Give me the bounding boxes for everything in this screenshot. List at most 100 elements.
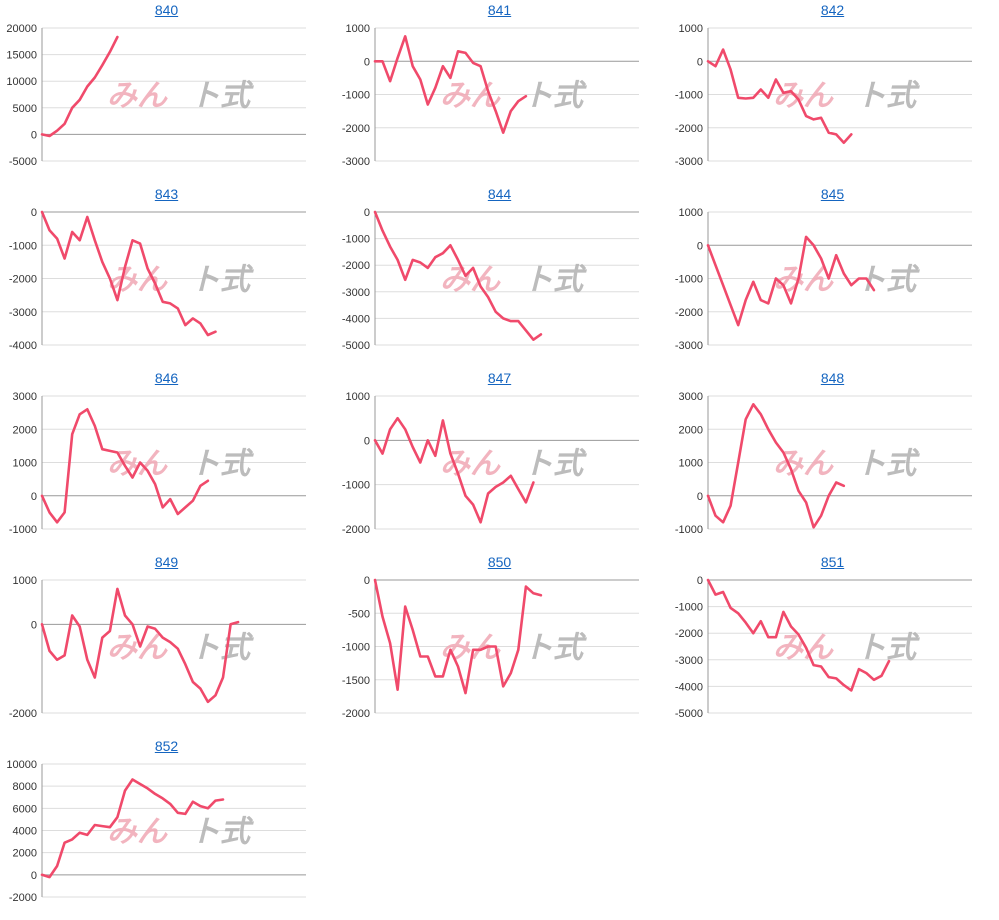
watermark-right: ト式 [523,631,587,666]
chart-848: 848 3000 2000 1000 0 -1000 みん ト式 [666,368,999,552]
y-tick-label: 0 [697,56,703,68]
y-tick-label: -2000 [9,274,37,286]
chart-850: 850 0 -500 -1000 -1500 -2000 みん ト式 [333,552,666,736]
watermark-left: みん [440,263,501,298]
y-tick-label: 15000 [6,50,37,62]
watermark-right: ト式 [190,447,254,482]
watermark-right: ト式 [523,79,587,114]
chart-840: 840 20000 15000 10000 5000 0 -5000 みん ト式 [0,0,333,184]
y-tick-label: 0 [31,207,37,219]
chart-title-link[interactable]: 851 [820,554,845,570]
y-tick-label: -2000 [675,123,703,135]
chart-title-link[interactable]: 843 [154,186,179,202]
y-tick-label: 0 [31,619,37,631]
y-tick-label: -500 [348,608,370,620]
watermark-left: みん [440,79,501,114]
watermark-right: ト式 [523,447,587,482]
watermark-right: ト式 [190,815,254,850]
series-line [373,578,543,695]
y-tick-label: -4000 [9,340,37,352]
chart-svg: 0 -1000 -2000 -3000 -4000 -5000 みん ト式 [675,575,972,720]
series-line [706,235,876,327]
chart-title-link[interactable]: 850 [487,554,512,570]
chart-847: 847 1000 0 -1000 -2000 みん ト式 [333,368,666,552]
watermark-right: ト式 [856,631,920,666]
y-tick-label: 5000 [13,103,37,115]
chart-title-link[interactable]: 840 [154,2,179,18]
y-tick-label: -4000 [675,681,703,693]
y-tick-label: -1000 [342,642,370,654]
y-tick-label: 3000 [679,391,703,403]
y-tick-label: 2000 [13,848,37,860]
y-tick-label: 3000 [13,391,37,403]
chart-title-link[interactable]: 842 [820,2,845,18]
y-tick-label: -3000 [9,307,37,319]
y-tick-label: 2000 [13,424,37,436]
chart-title-link[interactable]: 844 [487,186,512,202]
y-tick-label: 0 [31,491,37,503]
y-tick-label: -2000 [675,307,703,319]
y-tick-label: 4000 [13,826,37,838]
chart-844: 844 0 -1000 -2000 -3000 -4000 -5000 みん ト式 [333,184,666,368]
watermark-right: ト式 [856,79,920,114]
y-tick-label: 0 [364,56,370,68]
chart-svg: 10000 8000 6000 4000 2000 0 -2000 みん ト式 [6,759,306,904]
y-tick-label: -4000 [342,313,370,325]
chart-title-link[interactable]: 841 [487,2,512,18]
y-tick-label: 20000 [6,23,37,35]
chart-841: 841 1000 0 -1000 -2000 -3000 みん ト式 [333,0,666,184]
series-line [40,587,240,704]
chart-845: 845 1000 0 -1000 -2000 -3000 みん ト式 [666,184,999,368]
y-tick-label: -5000 [675,708,703,720]
y-tick-label: 0 [31,129,37,141]
series-line [40,35,119,138]
y-tick-label: 1000 [346,391,370,403]
series-line [373,210,543,341]
y-tick-label: 1000 [13,575,37,587]
chart-852: 852 10000 8000 6000 4000 2000 0 -2000 みん ト式 [0,736,333,920]
watermark-left: みん [773,631,834,666]
y-tick-label: -1000 [675,274,703,286]
chart-title-link[interactable]: 846 [154,370,179,386]
watermark-left: みん [107,79,168,114]
chart-svg: 20000 15000 10000 5000 0 -5000 みん ト式 [6,23,306,168]
y-tick-label: -2000 [675,628,703,640]
y-tick-label: -1000 [342,480,370,492]
y-tick-label: -2000 [342,123,370,135]
watermark-left: みん [107,815,168,850]
y-tick-label: -1000 [675,90,703,102]
chart-title-link[interactable]: 845 [820,186,845,202]
series-line [40,407,210,524]
chart-842: 842 1000 0 -1000 -2000 -3000 みん ト式 [666,0,999,184]
y-tick-label: 10000 [6,76,37,88]
y-tick-label: -1000 [342,90,370,102]
chart-851: 851 0 -1000 -2000 -3000 -4000 -5000 みん ト式 [666,552,999,736]
watermark-right: ト式 [856,263,920,298]
series-line [706,402,846,529]
y-tick-label: -1000 [342,234,370,246]
y-tick-label: 6000 [13,803,37,815]
series-line [706,48,853,144]
chart-846: 846 3000 2000 1000 0 -1000 みん ト式 [0,368,333,552]
y-tick-label: -3000 [342,287,370,299]
y-tick-label: -5000 [342,340,370,352]
y-tick-label: 1000 [679,23,703,35]
y-tick-label: -1000 [9,524,37,536]
chart-title-link[interactable]: 849 [154,554,179,570]
y-tick-label: 0 [364,207,370,219]
chart-title-link[interactable]: 847 [487,370,512,386]
y-tick-label: -3000 [342,156,370,168]
series-line [373,34,528,134]
chart-title-link[interactable]: 852 [154,738,179,754]
watermark-right: ト式 [856,447,920,482]
chart-title-link[interactable]: 848 [820,370,845,386]
y-tick-label: 0 [697,575,703,587]
y-tick-label: 0 [697,491,703,503]
y-tick-label: -2000 [9,892,37,904]
